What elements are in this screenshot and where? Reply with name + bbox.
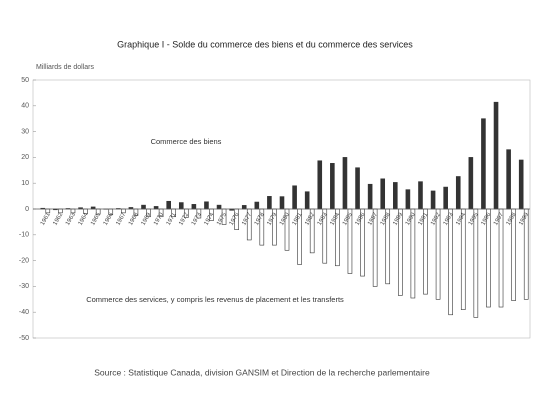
y-axis-label: Milliards de dollars	[36, 64, 94, 71]
x-tick-label: 1979	[266, 211, 278, 226]
x-tick-label: 1967	[115, 211, 127, 226]
x-tick-label: 1976	[229, 211, 241, 226]
x-tick-label: 1986	[355, 211, 367, 226]
x-tick-label: 1985	[342, 211, 354, 226]
chart-title: Graphique I - Solde du commerce des bien…	[117, 39, 413, 49]
source-note: Source : Statistique Canada, division GA…	[94, 367, 430, 377]
bar	[355, 167, 360, 210]
x-tick-label: 1969	[141, 211, 153, 226]
x-tick-label: 1991	[418, 211, 430, 226]
x-tick-label: 1973	[191, 211, 203, 226]
x-tick-label: 1963	[65, 211, 77, 226]
x-tick-label: 1996	[480, 211, 492, 226]
bar	[473, 208, 479, 318]
bar	[418, 181, 423, 210]
bar	[216, 204, 222, 210]
x-tick-label: 1982	[304, 211, 316, 226]
y-tick-label: -20	[19, 257, 29, 264]
bar	[468, 157, 474, 210]
x-tick-label: 1997	[493, 211, 505, 226]
x-tick-label: 1975	[216, 211, 228, 226]
y-tick-label: -50	[19, 335, 29, 342]
bar	[304, 191, 310, 210]
bar	[342, 157, 348, 210]
x-tick-label: 1964	[78, 211, 90, 226]
series-annotation: Commerce des biens	[151, 137, 222, 146]
x-tick-label: 1971	[166, 211, 178, 226]
bar	[405, 189, 411, 210]
bar	[191, 204, 197, 210]
x-tick-label: 1999	[518, 211, 530, 226]
x-tick-label: 1965	[90, 211, 102, 226]
x-tick-label: 1983	[317, 211, 329, 226]
bar	[430, 190, 436, 210]
x-tick-label: 1984	[329, 211, 341, 226]
x-tick-label: 1989	[392, 211, 404, 226]
x-tick-label: 1961	[40, 211, 52, 226]
bar	[506, 149, 511, 210]
bar	[380, 178, 386, 210]
bar	[443, 186, 448, 210]
x-tick-label: 1972	[178, 211, 190, 226]
y-tick-label: -30	[19, 283, 29, 290]
x-tick-label: 1994	[455, 211, 467, 226]
x-tick-label: 1981	[292, 211, 304, 226]
bar	[455, 176, 461, 210]
bar	[204, 201, 209, 210]
bar	[448, 208, 453, 316]
x-tick-label: 1990	[405, 211, 417, 226]
bar	[141, 204, 146, 210]
y-tick-label: 10	[21, 180, 29, 187]
x-tick-label: 1966	[103, 211, 115, 226]
y-tick-label: 40	[21, 103, 29, 110]
x-tick-label: 1968	[128, 211, 140, 226]
bar	[153, 206, 159, 210]
bar	[330, 163, 335, 210]
y-tick-label: 50	[21, 77, 29, 84]
x-tick-label: 1962	[52, 211, 64, 226]
x-tick-label: 1980	[279, 211, 291, 226]
bar	[367, 183, 373, 210]
bar	[166, 200, 171, 210]
y-tick-label: -40	[19, 309, 29, 316]
bar	[292, 185, 297, 210]
x-tick-label: 1977	[241, 211, 253, 226]
y-tick-label: 20	[21, 154, 29, 161]
bar	[178, 202, 184, 210]
x-tick-label: 1998	[506, 211, 518, 226]
bar	[481, 118, 486, 210]
bar	[393, 182, 398, 210]
bar	[518, 159, 524, 210]
x-tick-label: 1993	[443, 211, 455, 226]
bar	[317, 160, 323, 210]
y-tick-label: 0	[25, 206, 29, 213]
bar	[493, 101, 499, 210]
bar	[279, 196, 285, 210]
x-tick-label: 1988	[380, 211, 392, 226]
x-tick-label: 1992	[430, 211, 442, 226]
series-annotation: Commerce des services, y compris les rev…	[86, 295, 344, 304]
bar	[241, 205, 247, 210]
bar	[254, 201, 260, 210]
x-tick-label: 1974	[204, 211, 216, 226]
bar	[267, 196, 272, 210]
x-tick-label: 1995	[468, 211, 480, 226]
x-tick-label: 1987	[367, 211, 379, 226]
x-tick-label: 1970	[153, 211, 165, 226]
x-tick-label: 1978	[254, 211, 266, 226]
y-tick-label: 30	[21, 128, 29, 135]
y-tick-label: -10	[19, 232, 29, 239]
